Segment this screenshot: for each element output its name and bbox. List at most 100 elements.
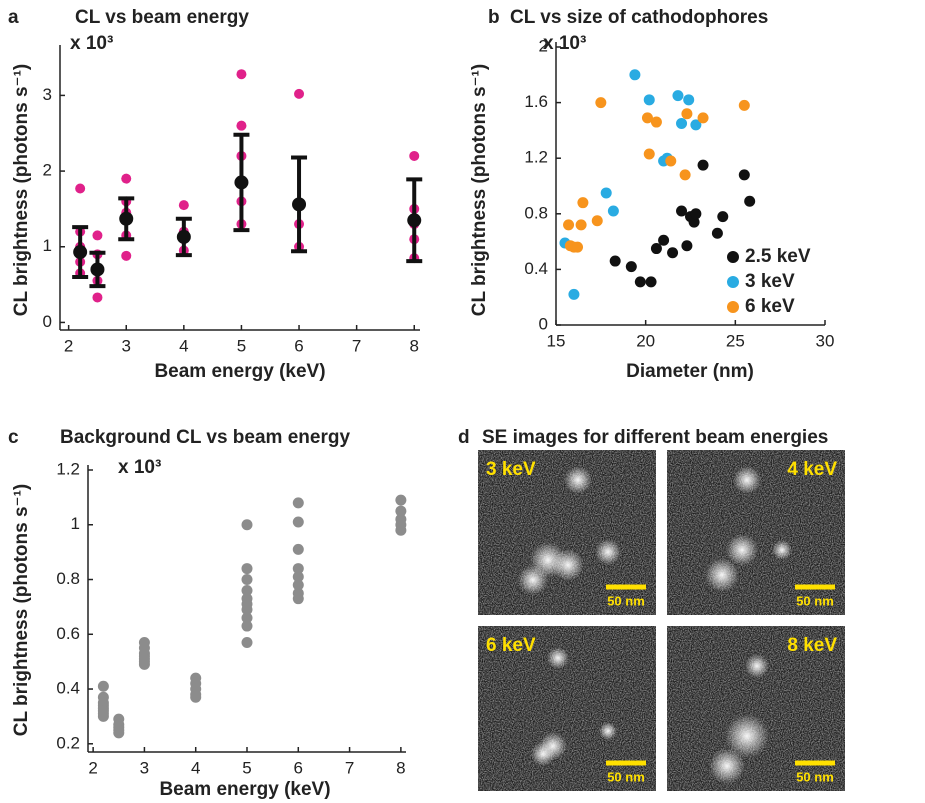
- point: [241, 636, 253, 648]
- x-tick-label: 20: [636, 331, 655, 350]
- mean-point: [73, 245, 88, 260]
- point: [676, 117, 688, 129]
- point: [697, 112, 709, 124]
- point: [190, 691, 202, 703]
- panel-label: b: [488, 7, 500, 28]
- se-image: 3 keV 50 nm: [478, 450, 656, 615]
- point: [241, 604, 253, 616]
- point: [121, 250, 132, 261]
- point: [625, 261, 637, 273]
- y-tick-label: 1.2: [56, 459, 80, 478]
- particle: [547, 647, 569, 669]
- point: [292, 571, 304, 583]
- axis-multiplier: x 10³: [70, 33, 113, 54]
- point: [641, 112, 653, 124]
- point: [113, 727, 125, 739]
- energy-label: 3 keV: [486, 459, 536, 480]
- chart-title: Background CL vs beam energy: [60, 427, 350, 448]
- particle: [599, 722, 617, 740]
- x-tick-label: 4: [191, 758, 200, 777]
- x-tick-label: 25: [726, 331, 745, 350]
- particle: [531, 742, 555, 766]
- point: [738, 169, 750, 181]
- point: [650, 116, 662, 128]
- particle: [518, 565, 548, 595]
- legend-label: 6 keV: [745, 296, 795, 317]
- y-tick-label: 0.8: [56, 569, 80, 588]
- y-tick-label: 0.4: [524, 259, 548, 278]
- y-axis-label: CL brightness (photons s⁻¹): [469, 64, 490, 316]
- point: [690, 119, 702, 131]
- mean-point: [90, 262, 105, 277]
- chart-title: CL vs beam energy: [75, 7, 249, 28]
- point: [92, 230, 103, 241]
- point: [717, 211, 729, 223]
- y-tick-label: 0: [539, 314, 548, 333]
- y-tick-label: 0.4: [56, 679, 80, 698]
- point: [683, 94, 695, 106]
- point: [563, 219, 575, 231]
- point: [591, 215, 603, 227]
- x-tick-label: 30: [816, 331, 835, 350]
- point: [92, 292, 103, 303]
- panel-title: SE images for different beam energies: [482, 427, 828, 448]
- x-tick-label: 5: [237, 336, 246, 355]
- point: [97, 680, 109, 692]
- point: [395, 494, 407, 506]
- point: [609, 255, 621, 267]
- x-axis-label: Beam energy (keV): [154, 361, 325, 382]
- point: [681, 240, 693, 252]
- y-tick-label: 2: [43, 161, 52, 180]
- y-tick-label: 1: [71, 514, 80, 533]
- point: [629, 69, 641, 81]
- scale-label: 50 nm: [796, 593, 834, 608]
- point: [241, 612, 253, 624]
- particle: [564, 466, 592, 494]
- point: [658, 234, 670, 246]
- y-axis-label: CL brightness (photons s⁻¹): [11, 64, 32, 316]
- point: [690, 208, 702, 220]
- legend-marker: [727, 301, 739, 313]
- point: [679, 169, 691, 181]
- particle: [726, 534, 758, 566]
- y-tick-label: 0.8: [524, 203, 548, 222]
- y-tick-label: 1: [43, 236, 52, 255]
- point: [292, 516, 304, 528]
- point: [294, 88, 305, 99]
- point: [138, 658, 150, 670]
- chart-title: CL vs size of cathodophores: [510, 7, 768, 28]
- point: [645, 276, 657, 288]
- x-tick-label: 8: [396, 758, 405, 777]
- particle: [552, 549, 584, 581]
- point: [688, 216, 700, 228]
- x-tick-label: 6: [294, 336, 303, 355]
- point: [292, 593, 304, 605]
- point: [711, 227, 723, 239]
- particle: [745, 654, 769, 678]
- se-image: 8 keV 50 nm: [667, 626, 845, 791]
- legend-marker: [727, 276, 739, 288]
- particle: [733, 466, 761, 494]
- point: [395, 524, 407, 536]
- point: [236, 69, 247, 80]
- point: [292, 497, 304, 509]
- y-tick-label: 1.6: [524, 92, 548, 111]
- x-tick-label: 15: [547, 331, 566, 350]
- x-tick-label: 8: [410, 336, 419, 355]
- point: [241, 519, 253, 531]
- legend-label: 2.5 keV: [745, 246, 811, 267]
- x-tick-label: 2: [88, 758, 97, 777]
- y-tick-label: 0.2: [56, 733, 80, 752]
- point: [600, 187, 612, 199]
- se-image: 4 keV 50 nm: [667, 450, 845, 615]
- particle: [709, 748, 745, 784]
- y-axis-label: CL brightness (photons s⁻¹): [11, 484, 32, 736]
- point: [568, 288, 580, 300]
- y-tick-label: 1.2: [524, 148, 548, 167]
- axis-multiplier: x 10³: [118, 457, 161, 478]
- x-tick-label: 3: [122, 336, 131, 355]
- point: [395, 505, 407, 517]
- x-tick-label: 4: [179, 336, 188, 355]
- point: [236, 120, 247, 131]
